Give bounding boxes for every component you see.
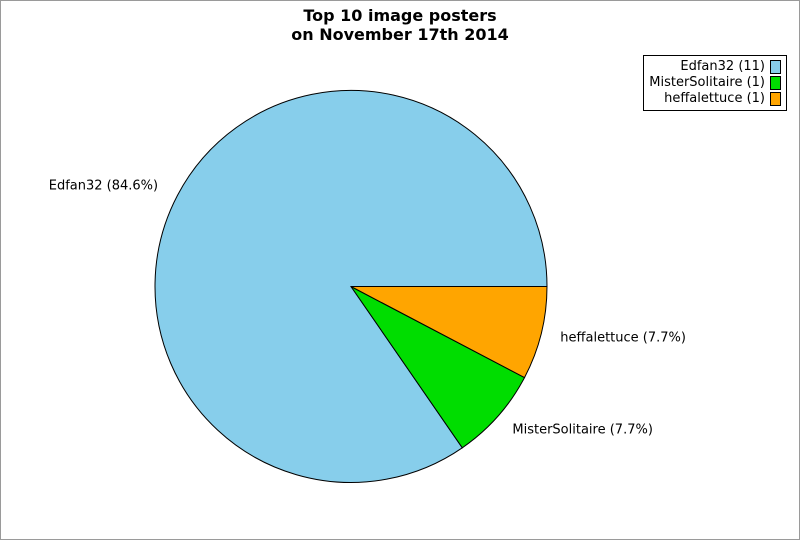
- legend-label-mistersolitaire: MisterSolitaire (1): [649, 75, 765, 90]
- pie-slice-mistersolitaire: [350, 286, 526, 449]
- chart-title-line2: on November 17th 2014: [291, 25, 509, 44]
- pie-label-edfan32: Edfan32 (84.6%): [48, 178, 159, 194]
- legend-row-mistersolitaire: MisterSolitaire (1): [649, 75, 781, 91]
- legend-swatch-heffalettuce: [770, 92, 781, 106]
- legend-row-heffalettuce: heffalettuce (1): [649, 91, 781, 107]
- legend-label-edfan32: Edfan32 (11): [680, 59, 765, 74]
- pie-label-heffalettuce: heffalettuce (7.7%): [560, 330, 686, 346]
- pie-slice-heffalettuce: [350, 286, 548, 379]
- chart-title-line1: Top 10 image posters: [303, 6, 497, 25]
- legend-swatch-mistersolitaire: [770, 76, 781, 90]
- legend-label-heffalettuce: heffalettuce (1): [664, 91, 765, 106]
- legend: Edfan32 (11) MisterSolitaire (1) heffale…: [643, 55, 787, 111]
- pie-label-mistersolitaire: MisterSolitaire (7.7%): [512, 422, 653, 437]
- legend-swatch-edfan32: [770, 60, 781, 74]
- chart-title: Top 10 image posters on November 17th 20…: [1, 6, 799, 44]
- legend-row-edfan32: Edfan32 (11): [649, 59, 781, 75]
